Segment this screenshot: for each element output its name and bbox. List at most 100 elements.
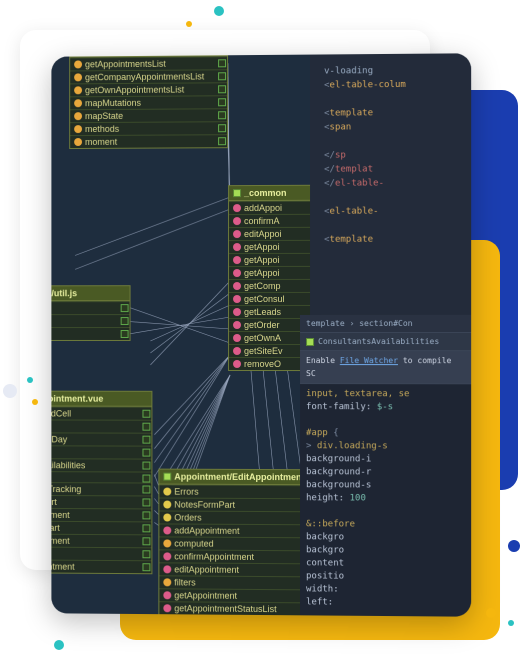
graph-row-label: getAppointmentsList xyxy=(85,59,166,70)
pink-icon xyxy=(233,282,241,290)
code-token: background-s xyxy=(306,480,371,490)
graph-box-row[interactable]: Appointment xyxy=(51,508,151,522)
code-token: font-family: xyxy=(306,402,377,412)
code-line: input, textarea, se xyxy=(306,388,465,401)
code-line: </el-table- xyxy=(324,176,457,191)
code-token: &::before xyxy=(306,519,355,529)
watcher-text-pre: Enable xyxy=(306,356,340,365)
graph-box-appointment[interactable]: nt/Appointment.vueentBoardCellentList men… xyxy=(51,391,152,575)
graph-row-label: getAppoi xyxy=(244,242,280,252)
graph-box-title-label: _common xyxy=(244,188,287,198)
graph-row-label: getComp xyxy=(244,281,281,291)
graph-box-root_methods[interactable]: getAppointmentsListgetCompanyAppointment… xyxy=(69,55,228,149)
code-line: &::before xyxy=(306,518,465,532)
graph-row-label: antsAvailabilities xyxy=(51,460,85,470)
decorative-dot xyxy=(508,620,514,626)
pink-icon xyxy=(163,591,171,599)
code-token: backgro xyxy=(306,545,344,555)
code-line xyxy=(324,92,457,107)
code-token: span xyxy=(330,122,352,132)
graph-box-row[interactable]: thods xyxy=(51,327,129,340)
graph-row-label: ingAndTracking xyxy=(51,484,81,494)
graph-port-icon xyxy=(218,111,226,119)
graph-box-row[interactable]: puted xyxy=(51,301,129,314)
warn-icon xyxy=(74,112,82,120)
editor-tab[interactable]: ConsultantsAvailabilities xyxy=(300,333,471,351)
graph-box-row[interactable]: getOwnAppointmentsList xyxy=(70,82,227,96)
code-line: positio xyxy=(306,570,465,584)
graph-box-row[interactable]: entBoardCell xyxy=(51,406,151,419)
file-watcher-link[interactable]: File Watcher xyxy=(340,356,398,365)
pink-icon xyxy=(163,604,171,612)
code-token: background-r xyxy=(306,467,371,477)
code-token: left: xyxy=(306,597,333,607)
breadcrumb-text: template › section#Con xyxy=(306,317,413,330)
graph-port-icon xyxy=(142,423,150,431)
graph-row-label: mentsInDay xyxy=(51,434,67,444)
graph-box-util[interactable]: mon_/util.jsputedrsthods xyxy=(51,285,130,341)
graph-port-icon xyxy=(142,475,150,483)
graph-box-row[interactable]: puted xyxy=(51,546,151,560)
graph-box-row[interactable]: umb xyxy=(51,445,151,458)
graph-row-label: getConsul xyxy=(244,294,285,304)
graph-box-title: nt/Appointment.vue xyxy=(51,392,151,407)
graph-port-icon xyxy=(142,462,150,470)
graph-box-title-label: mon_/util.js xyxy=(51,288,77,298)
graph-row-label: Errors xyxy=(174,487,198,497)
code-line: #app { xyxy=(306,427,465,441)
graph-box-title: mon_/util.js xyxy=(51,286,129,301)
graph-box-row[interactable]: methods xyxy=(70,121,227,135)
graph-box-row[interactable]: FormPart xyxy=(51,495,151,509)
graph-box-row[interactable]: mapMutations xyxy=(70,95,227,109)
code-editor-bottom[interactable]: template › section#Con ConsultantsAvaila… xyxy=(300,315,471,617)
file-watcher-banner[interactable]: Enable File Watcher to compile SC xyxy=(300,351,471,384)
graph-port-icon xyxy=(142,524,150,532)
code-token: templat xyxy=(335,164,373,174)
graph-box-row[interactable]: ingAndTracking xyxy=(51,482,151,496)
graph-box-row[interactable]: antsAvailabilities xyxy=(51,458,151,471)
screenshot-panel: getAppointmentsListgetCompanyAppointment… xyxy=(51,53,471,616)
graph-row-label: getOwnA xyxy=(244,333,281,343)
graph-box-row[interactable]: getAppointmentsList xyxy=(70,56,227,70)
graph-port-icon xyxy=(218,98,226,106)
code-line: background-s xyxy=(306,479,465,493)
graph-box-row[interactable]: moment xyxy=(70,134,227,148)
code-line: </sp xyxy=(324,148,457,163)
graph-box-row[interactable]: nAppointment xyxy=(51,559,151,573)
pink-icon xyxy=(163,552,171,560)
code-line: <template xyxy=(324,232,457,246)
warn-icon xyxy=(74,138,82,146)
code-editor-top[interactable]: v-loading<el-table-colum <template <span… xyxy=(310,53,471,315)
code-token: template xyxy=(330,235,374,245)
graph-row-label: FormPart xyxy=(51,497,56,507)
code-token: div.loading-s xyxy=(317,441,388,451)
graph-row-label: getAppoi xyxy=(244,268,280,278)
graph-row-label: Orders xyxy=(174,513,201,523)
graph-row-label: getSiteEv xyxy=(244,346,283,356)
code-line: font-family: $-s xyxy=(306,401,465,414)
graph-box-row[interactable] xyxy=(51,471,151,483)
warn-icon xyxy=(74,73,82,81)
graph-box-row[interactable]: Appointment xyxy=(51,534,151,548)
code-token: el-table- xyxy=(330,207,379,217)
code-line: content xyxy=(306,557,465,571)
graph-box-row[interactable]: getCompanyAppointmentsList xyxy=(70,69,227,83)
editor-tab-label: ConsultantsAvailabilities xyxy=(318,335,439,348)
graph-box-row[interactable]: entList xyxy=(51,419,151,432)
graph-box-row[interactable]: mentsInDay xyxy=(51,432,151,445)
code-token: $-s xyxy=(377,402,393,412)
graph-row-label: computed xyxy=(174,538,213,548)
graph-port-icon xyxy=(142,537,150,545)
graph-box-row[interactable]: mapState xyxy=(70,108,227,122)
code-token: height: xyxy=(306,493,350,503)
code-line: > div.loading-s xyxy=(306,440,465,454)
code-line xyxy=(306,505,465,519)
graph-port-icon xyxy=(218,85,226,93)
graph-box-row[interactable]: rFormPart xyxy=(51,521,151,535)
graph-port-icon xyxy=(121,304,129,312)
graph-box-row[interactable]: rs xyxy=(51,314,129,327)
graph-row-label: editAppointment xyxy=(174,564,239,574)
graph-port-icon xyxy=(142,563,150,571)
pink-icon xyxy=(233,230,241,238)
graph-row-label: methods xyxy=(85,124,119,134)
